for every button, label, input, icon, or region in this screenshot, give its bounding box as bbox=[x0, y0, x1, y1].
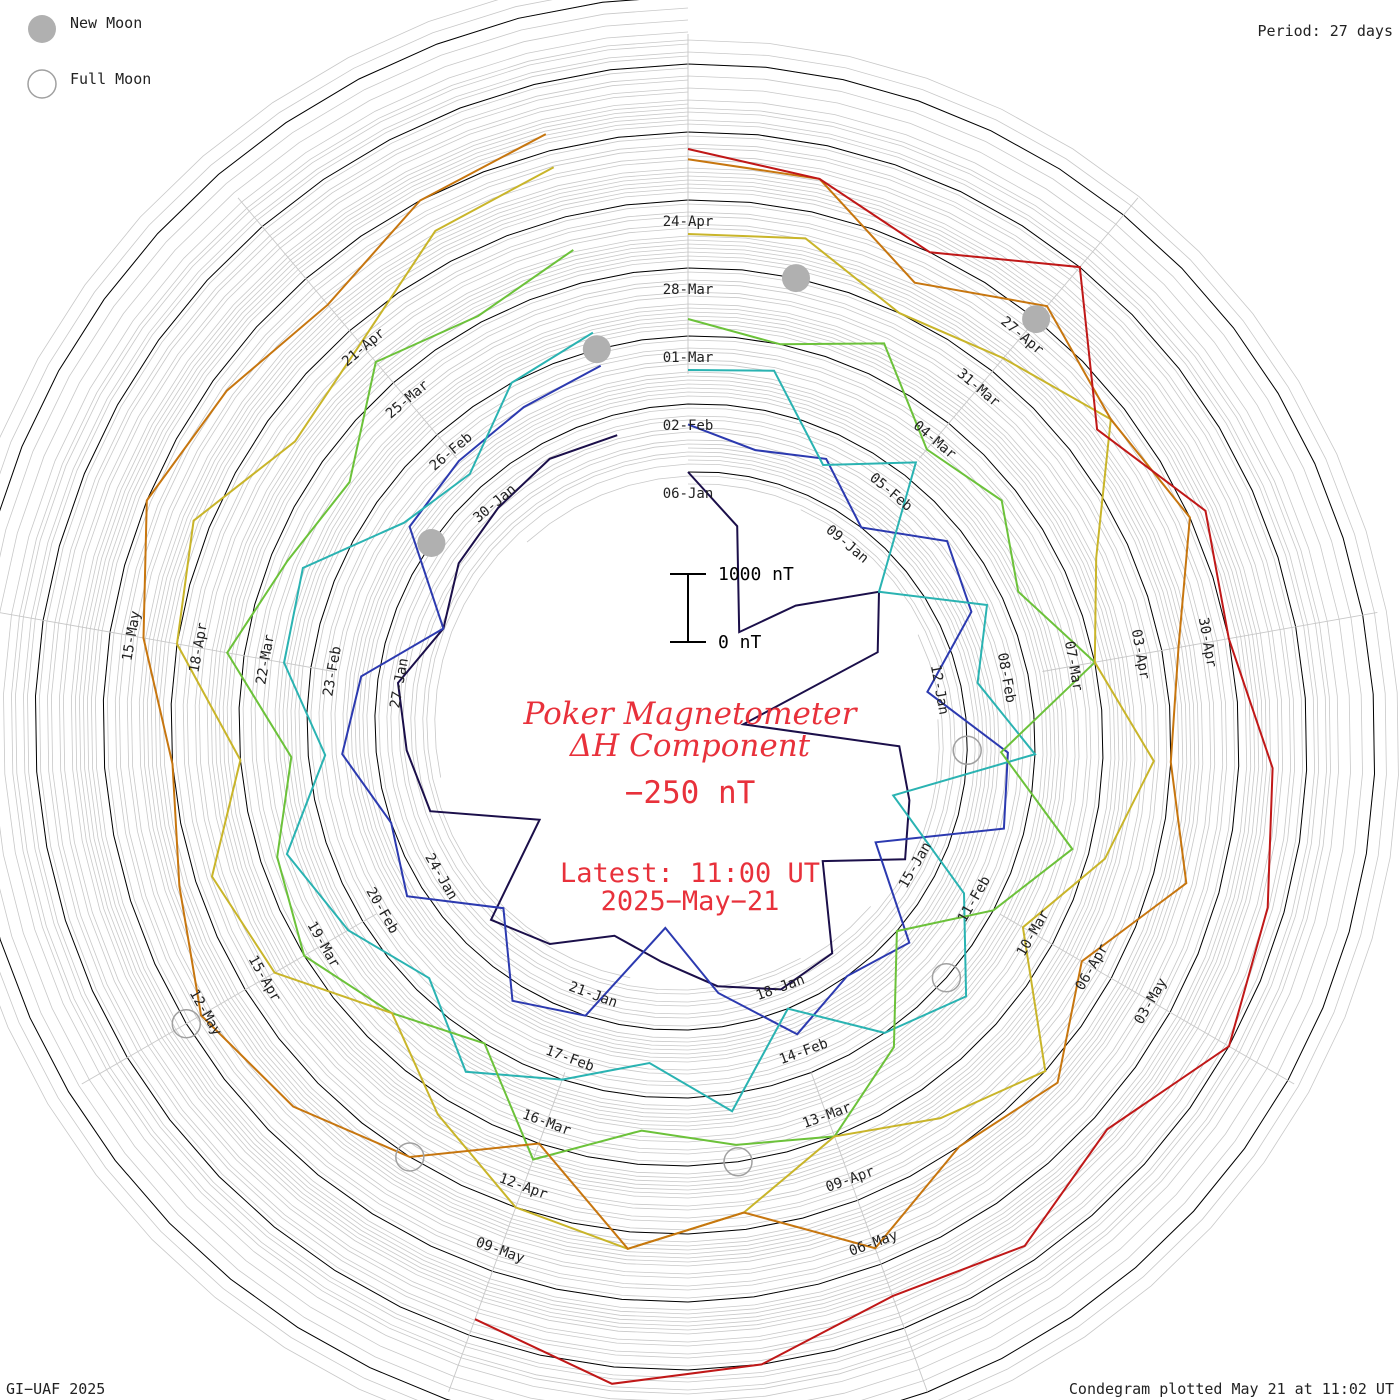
full-moon-marker bbox=[395, 1142, 425, 1172]
new-moon-legend-label: New Moon bbox=[70, 14, 142, 32]
date-tick-label: 01-Mar bbox=[663, 350, 714, 366]
date-tick-label: 28-Mar bbox=[663, 282, 714, 298]
date-tick-label: 30-Apr bbox=[1195, 616, 1220, 669]
date-tick-label: 04-Mar bbox=[910, 418, 959, 463]
footer-credit: GI−UAF 2025 bbox=[6, 1380, 106, 1398]
date-tick-label: 23-Feb bbox=[320, 645, 345, 698]
date-tick-label: 15-Jan bbox=[896, 839, 935, 891]
new-moon-marker bbox=[417, 529, 446, 557]
grid-ring bbox=[50, 79, 1292, 1355]
grid-ring bbox=[15, 43, 1327, 1391]
full-moon-legend-icon bbox=[27, 69, 57, 99]
scale-bottom-label: 0 nT bbox=[718, 632, 762, 653]
radial-spoke bbox=[810, 1072, 928, 1392]
current-value: −250 nT bbox=[624, 775, 756, 811]
moon-layer bbox=[171, 264, 1051, 1177]
date-tick-label: 22-Mar bbox=[253, 633, 278, 686]
period-label: Period: 27 days bbox=[1257, 22, 1393, 40]
new-moon-marker bbox=[782, 264, 810, 293]
date-tick-label: 17-Feb bbox=[543, 1043, 596, 1075]
grid-ring bbox=[0, 7, 1363, 1400]
date-tick-label: 24-Apr bbox=[663, 214, 714, 230]
full-moon-marker bbox=[931, 962, 962, 993]
date-tick-label: 02-Feb bbox=[663, 418, 714, 434]
grid-ring bbox=[0, 19, 1351, 1400]
date-tick-label: 12-Jan bbox=[927, 663, 952, 716]
grid-ring bbox=[74, 103, 1268, 1331]
new-moon-legend-icon bbox=[28, 15, 56, 43]
date-tick-label: 03-Apr bbox=[1128, 628, 1153, 681]
series-line bbox=[283, 331, 1037, 1113]
series-line bbox=[226, 249, 1097, 1161]
new-moon-marker bbox=[1022, 305, 1051, 334]
date-tick-label: 08-Feb bbox=[994, 652, 1019, 705]
date-tick-label: 21-Apr bbox=[339, 325, 388, 370]
radial-spoke bbox=[448, 1072, 566, 1392]
date-tick-label: 11-Feb bbox=[955, 873, 994, 925]
latest-date: 2025−May−21 bbox=[600, 886, 780, 917]
latest-time: Latest: 11:00 UT bbox=[559, 858, 821, 889]
moon-legend: New Moon Full Moon bbox=[27, 14, 151, 99]
date-tick-label: 25-Mar bbox=[383, 377, 432, 422]
chart-title-line1: Poker Magnetometer bbox=[523, 696, 857, 732]
series-line bbox=[396, 434, 911, 991]
series-layer bbox=[142, 133, 1274, 1385]
date-tick-label: 06-Jan bbox=[663, 486, 714, 502]
scale-bar: 1000 nT 0 nT bbox=[670, 564, 794, 653]
scale-top-label: 1000 nT bbox=[718, 564, 794, 585]
radial-spoke bbox=[1042, 611, 1378, 672]
grid-ring bbox=[62, 91, 1280, 1343]
date-tick-label: 06-Apr bbox=[1073, 941, 1112, 993]
new-moon-marker bbox=[582, 335, 611, 364]
date-tick-label: 09-May bbox=[473, 1234, 526, 1266]
chart-title-line2: ΔH Component bbox=[569, 728, 811, 764]
date-tick-label: 30-Jan bbox=[470, 481, 519, 526]
date-tick-label: 18-Apr bbox=[186, 621, 211, 674]
series-line bbox=[341, 364, 1009, 1036]
grid-ring bbox=[39, 67, 1304, 1367]
date-tick-label: 07-Mar bbox=[1061, 640, 1086, 693]
grid-ring bbox=[3, 31, 1339, 1400]
radial-spoke bbox=[0, 612, 334, 672]
full-moon-marker bbox=[171, 1008, 202, 1039]
radial-spoke bbox=[999, 913, 1295, 1085]
series-line bbox=[142, 133, 1191, 1250]
date-tick-label: 16-Mar bbox=[520, 1107, 573, 1139]
grid-ring bbox=[27, 55, 1316, 1379]
date-tick-label: 15-May bbox=[119, 610, 144, 663]
date-tick-label: 27-Jan bbox=[387, 657, 412, 710]
series-line bbox=[474, 148, 1274, 1385]
full-moon-marker bbox=[952, 735, 982, 766]
footer-plot-time: Condegram plotted May 21 at 11:02 UT bbox=[1068, 1380, 1394, 1398]
radial-spoke bbox=[237, 197, 457, 459]
radial-spoke bbox=[81, 913, 377, 1085]
date-tick-label: 31-Mar bbox=[954, 366, 1003, 411]
full-moon-legend-label: Full Moon bbox=[70, 70, 151, 88]
full-moon-marker bbox=[723, 1147, 753, 1177]
date-tick-label: 12-Apr bbox=[497, 1171, 550, 1203]
